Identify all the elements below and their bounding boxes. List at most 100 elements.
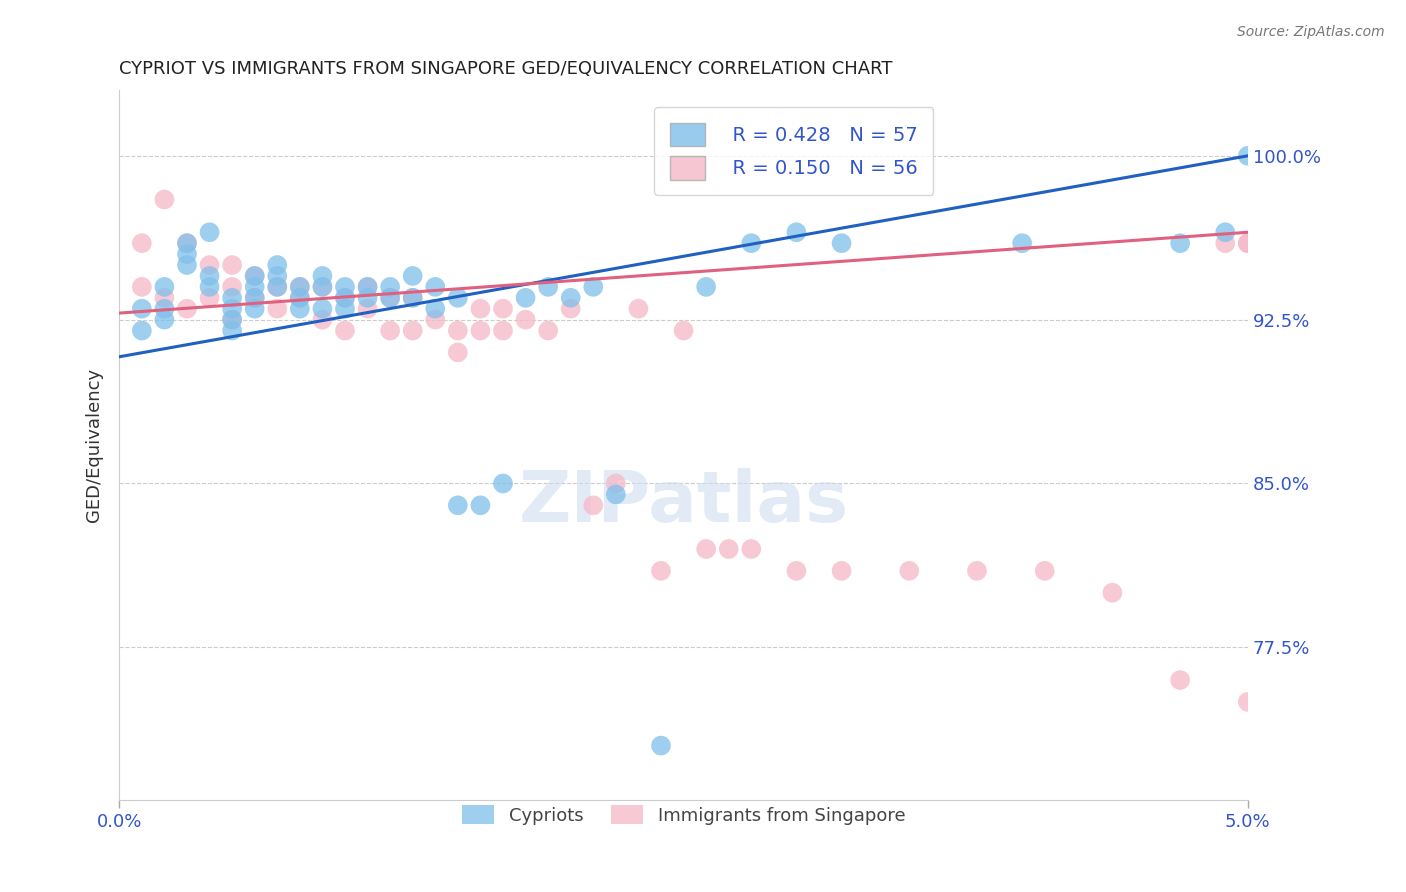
Point [198,225,221,239]
Point [131,280,153,294]
Point [153,291,176,305]
Point [1213,225,1236,239]
Point [650,739,672,753]
Point [243,301,266,316]
Point [176,258,198,272]
Point [470,498,492,512]
Point [515,291,537,305]
Point [447,345,470,359]
Point [198,291,221,305]
Point [333,301,356,316]
Point [153,312,176,326]
Point [425,280,447,294]
Point [1011,236,1033,251]
Point [266,301,288,316]
Point [447,324,470,338]
Point [243,291,266,305]
Point [1237,149,1260,163]
Point [470,301,492,316]
Point [288,301,311,316]
Point [356,280,378,294]
Point [1237,695,1260,709]
Point [402,268,425,283]
Point [243,268,266,283]
Point [740,541,762,556]
Y-axis label: GED/Equivalency: GED/Equivalency [86,368,103,523]
Point [378,291,401,305]
Point [1237,236,1260,251]
Point [311,312,333,326]
Point [425,312,447,326]
Point [695,280,717,294]
Point [740,236,762,251]
Point [288,280,311,294]
Point [1237,236,1260,251]
Point [582,280,605,294]
Point [515,312,537,326]
Point [898,564,921,578]
Point [221,301,243,316]
Point [1168,236,1191,251]
Point [243,280,266,294]
Point [1213,236,1236,251]
Point [605,487,627,501]
Point [695,541,717,556]
Point [131,324,153,338]
Point [717,541,740,556]
Point [672,324,695,338]
Point [425,301,447,316]
Point [288,291,311,305]
Point [356,301,378,316]
Point [1101,585,1123,599]
Point [356,291,378,305]
Point [402,291,425,305]
Point [1033,564,1056,578]
Point [785,564,807,578]
Point [333,324,356,338]
Text: Source: ZipAtlas.com: Source: ZipAtlas.com [1237,25,1385,39]
Point [402,324,425,338]
Point [492,324,515,338]
Point [378,291,401,305]
Point [470,324,492,338]
Point [131,301,153,316]
Point [243,291,266,305]
Point [785,225,807,239]
Point [288,280,311,294]
Point [311,280,333,294]
Point [311,280,333,294]
Point [153,301,176,316]
Point [378,280,401,294]
Point [266,280,288,294]
Point [492,301,515,316]
Point [221,324,243,338]
Point [356,280,378,294]
Point [447,498,470,512]
Point [153,280,176,294]
Point [378,324,401,338]
Text: CYPRIOT VS IMMIGRANTS FROM SINGAPORE GED/EQUIVALENCY CORRELATION CHART: CYPRIOT VS IMMIGRANTS FROM SINGAPORE GED… [120,60,893,78]
Point [198,280,221,294]
Point [266,280,288,294]
Point [333,291,356,305]
Point [198,258,221,272]
Point [266,258,288,272]
Point [176,247,198,261]
Point [537,280,560,294]
Point [221,291,243,305]
Point [447,291,470,305]
Point [198,268,221,283]
Point [243,268,266,283]
Point [560,301,582,316]
Point [221,312,243,326]
Point [153,193,176,207]
Point [221,312,243,326]
Point [311,268,333,283]
Point [221,280,243,294]
Point [966,564,988,578]
Legend: Cypriots, Immigrants from Singapore: Cypriots, Immigrants from Singapore [453,797,914,834]
Point [831,564,853,578]
Point [176,301,198,316]
Point [131,236,153,251]
Point [605,476,627,491]
